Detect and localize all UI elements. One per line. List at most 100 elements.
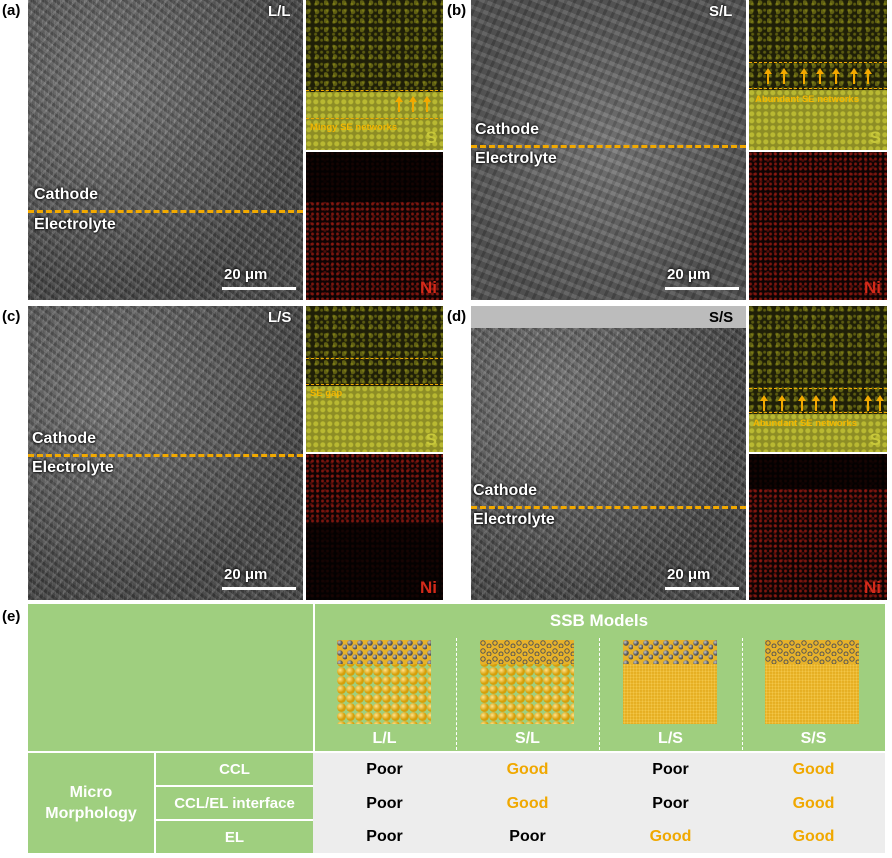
row-label-ccl-el-interface: CCL/EL interface — [156, 787, 313, 819]
cell-ccl-ls: Poor — [652, 761, 689, 778]
ni-map-c: Ni — [306, 454, 443, 600]
panel-letter-d: (d) — [447, 308, 467, 325]
panel-letter-c: (c) — [2, 308, 21, 325]
condition-label-d: S/S — [709, 309, 734, 326]
table-values-area — [313, 753, 885, 853]
model-label-ss: S/S — [800, 730, 827, 747]
panel-c: (c) L/S Cathode Electrolyte 20 μm SE gap… — [0, 306, 445, 602]
condition-label-a: L/L — [268, 3, 291, 20]
ssb-model-ll-diagram — [337, 640, 431, 724]
annotation-b: Abundant SE networks — [755, 94, 859, 105]
row-label-el: EL — [156, 821, 313, 853]
arrow-icon — [850, 68, 858, 84]
s-map-c: SE gap S — [306, 306, 443, 452]
model-label-ll: L/L — [372, 730, 397, 747]
arrow-icon — [816, 68, 824, 84]
electrolyte-label-a: Electrolyte — [34, 216, 116, 233]
group-label-micro-morphology: Micro Morphology — [28, 753, 154, 853]
scale-label-c: 20 μm — [224, 566, 268, 583]
arrow-icon — [800, 68, 808, 84]
ni-label-a: Ni — [420, 278, 437, 297]
annotation-a: Mingy SE networks — [310, 122, 398, 133]
ni-label-c: Ni — [420, 578, 437, 597]
cathode-label-a: Cathode — [34, 186, 98, 203]
model-label-ls: L/S — [658, 730, 683, 747]
ni-map-b: Ni — [749, 152, 887, 300]
sem-image-a — [28, 0, 303, 300]
panel-letter-a: (a) — [2, 2, 21, 19]
cell-ccl-ss: Good — [792, 761, 835, 778]
s-label-d: S — [869, 430, 881, 449]
ssb-models-header: SSB Models — [549, 611, 649, 630]
scale-bar-a — [222, 287, 296, 290]
interface-line-b — [471, 145, 746, 148]
ssb-model-ls-diagram — [623, 640, 717, 724]
s-label-b: S — [869, 128, 881, 147]
sem-image-c — [28, 306, 303, 600]
ssb-model-ss-diagram — [765, 640, 859, 724]
electrolyte-label-d: Electrolyte — [473, 511, 555, 528]
scale-bar-c — [222, 587, 296, 590]
cathode-label-b: Cathode — [475, 121, 539, 138]
arrow-icon — [798, 395, 806, 411]
scale-bar-d — [665, 587, 739, 590]
s-map-b: Abundant SE networks S — [749, 0, 887, 150]
cell-el-ss: Good — [792, 828, 835, 845]
condition-label-b: S/L — [709, 3, 733, 20]
arrow-icon — [778, 395, 786, 411]
cell-ccl-ll: Poor — [366, 761, 403, 778]
cathode-label-c: Cathode — [32, 430, 96, 447]
interface-line-c — [28, 454, 303, 457]
model-label-sl: S/L — [515, 730, 540, 747]
arrow-icon — [864, 68, 872, 84]
scale-label-d: 20 μm — [667, 566, 711, 583]
panel-b: (b) S/L Cathode Electrolyte 20 μm Abunda… — [445, 0, 892, 302]
arrow-icon — [423, 96, 431, 112]
s-label-c: S — [425, 430, 437, 449]
arrow-icon — [830, 395, 838, 411]
s-map-a: Mingy SE networks S — [306, 0, 443, 150]
condition-label-c: L/S — [268, 309, 292, 326]
interface-line-a — [28, 210, 303, 213]
interface-line-d — [471, 506, 746, 509]
cell-ccl-sl: Good — [506, 761, 549, 778]
annotation-d: Abundant SE networks — [753, 418, 857, 429]
cell-interface-ls: Poor — [652, 795, 689, 812]
cell-el-ls: Good — [649, 828, 692, 845]
panel-a: (a) L/L Cathode Electrolyte 20 μm Mingy … — [0, 0, 445, 302]
arrow-icon — [780, 68, 788, 84]
ni-map-a: Ni — [306, 152, 443, 300]
arrow-icon — [395, 96, 403, 112]
panel-letter-e: (e) — [2, 608, 21, 625]
ni-label-b: Ni — [864, 278, 881, 297]
cell-interface-sl: Good — [506, 795, 549, 812]
ni-map-d: Ni — [749, 454, 887, 600]
ssb-model-sl-diagram — [480, 640, 574, 724]
cell-interface-ss: Good — [792, 795, 835, 812]
cathode-label-d: Cathode — [473, 482, 537, 499]
scale-label-a: 20 μm — [224, 266, 268, 283]
s-map-d: Abundant SE networks S — [749, 306, 887, 452]
sem-image-d — [471, 306, 746, 600]
panel-d: (d) S/S Cathode Electrolyte 20 μm Abunda… — [445, 306, 892, 602]
arrow-icon — [876, 395, 884, 411]
cell-el-ll: Poor — [366, 828, 403, 845]
arrow-icon — [812, 395, 820, 411]
arrow-icon — [409, 96, 417, 112]
s-label-a: S — [425, 128, 437, 147]
electrolyte-label-c: Electrolyte — [32, 459, 114, 476]
arrow-icon — [832, 68, 840, 84]
cell-el-sl: Poor — [509, 828, 546, 845]
scale-label-b: 20 μm — [667, 266, 711, 283]
arrow-icon — [864, 395, 872, 411]
ni-label-d: Ni — [864, 578, 881, 597]
arrow-icon — [764, 68, 772, 84]
row-label-ccl: CCL — [156, 753, 313, 785]
electrolyte-label-b: Electrolyte — [475, 150, 557, 167]
annotation-c: SE gap — [310, 388, 343, 399]
scale-bar-b — [665, 287, 739, 290]
panel-e: (e) SSB Models L/L S/L L/S S/S Micro Mor… — [0, 604, 892, 858]
panel-letter-b: (b) — [447, 2, 467, 19]
arrow-icon — [760, 395, 768, 411]
sem-image-b — [471, 0, 746, 300]
